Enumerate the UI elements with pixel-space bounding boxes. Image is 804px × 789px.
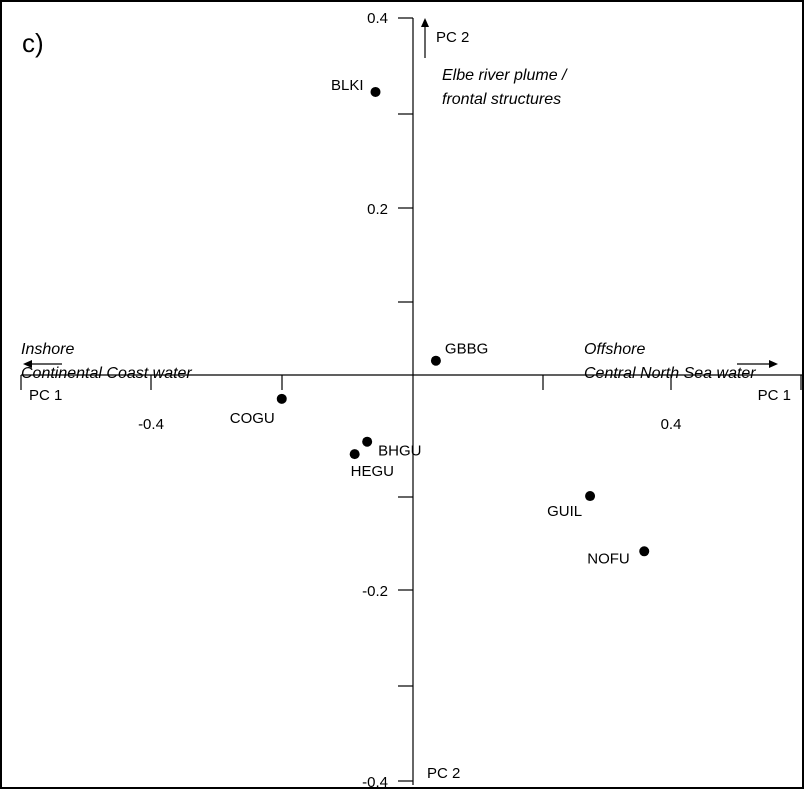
x-tick-label-0.4: 0.4 [661, 416, 682, 433]
y-tick-label-0.4: 0.4 [367, 10, 388, 27]
y-tick-label-0.2: 0.2 [367, 201, 388, 218]
point-bhgu [362, 436, 373, 447]
axis-label-pc2-bottom: PC 2 [427, 765, 460, 782]
point-label-blki: BLKI [331, 77, 364, 94]
data-points: BLKI GBBG COGU BHGU HEGU GUIL NOFU [230, 77, 650, 567]
y-ticks [398, 17, 413, 782]
point-label-cogu: COGU [230, 410, 275, 427]
panel-label: c) [22, 28, 44, 58]
point-gbbg [430, 355, 441, 366]
point-label-gbbg: GBBG [445, 341, 488, 358]
annotation-right-line1: Offshore [584, 341, 645, 358]
annotation-left-line2: Continental Coast water [21, 365, 192, 382]
arrow-up-icon [421, 18, 429, 58]
point-nofu [639, 546, 650, 557]
arrow-left-icon [23, 360, 62, 368]
axis-label-pc2-top: PC 2 [436, 29, 469, 46]
point-label-guil: GUIL [547, 503, 582, 520]
point-blki [370, 86, 381, 97]
axis-label-pc1-right: PC 1 [758, 387, 791, 404]
y-tick-label-neg0.4: -0.4 [362, 774, 388, 789]
y-tick-label-neg0.2: -0.2 [362, 583, 388, 600]
point-label-bhgu: BHGU [378, 443, 421, 460]
annotation-right-line2: Central North Sea water [584, 365, 756, 382]
annotation-up-line2: frontal structures [442, 91, 561, 108]
point-label-hegu: HEGU [351, 463, 394, 480]
point-cogu [276, 393, 287, 404]
annotation-left-line1: Inshore [21, 341, 74, 358]
annotation-up-line1: Elbe river plume / [442, 67, 568, 84]
x-tick-label-neg0.4: -0.4 [138, 416, 164, 433]
point-hegu [349, 449, 360, 460]
x-ticks [20, 375, 802, 390]
point-guil [585, 491, 596, 502]
arrow-right-icon [737, 360, 778, 368]
axis-label-pc1-left: PC 1 [29, 387, 62, 404]
point-label-nofu: NOFU [587, 550, 630, 567]
